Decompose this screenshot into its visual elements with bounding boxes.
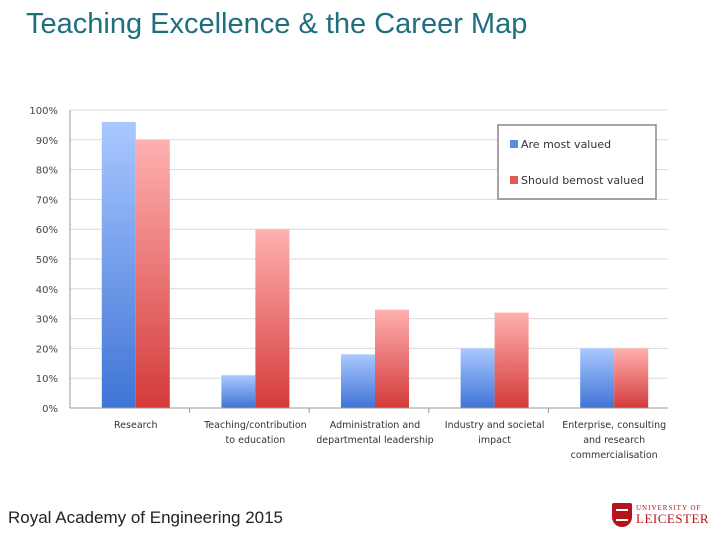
bar-should-be-most-valued bbox=[375, 309, 409, 408]
x-tick-label: to education bbox=[226, 435, 286, 446]
x-tick-label: Industry and societal bbox=[445, 420, 545, 431]
x-tick-label: departmental leadership bbox=[316, 435, 433, 446]
slide-title: Teaching Excellence & the Career Map bbox=[26, 8, 528, 40]
x-tick-label: Research bbox=[114, 420, 158, 431]
legend-swatch bbox=[510, 176, 518, 184]
x-tick-label: impact bbox=[478, 435, 511, 446]
y-tick-label: 80% bbox=[36, 166, 58, 177]
y-tick-label: 0% bbox=[42, 404, 58, 415]
bar-should-be-most-valued bbox=[255, 229, 290, 408]
y-tick-label: 20% bbox=[36, 344, 58, 355]
x-tick-label: and research bbox=[583, 435, 645, 446]
legend-label: Are most valued bbox=[521, 138, 611, 151]
bar-should-be-most-valued bbox=[135, 139, 170, 409]
x-tick-label: Administration and bbox=[330, 420, 420, 431]
x-tick-label: commercialisation bbox=[571, 450, 658, 461]
bar-should-be-most-valued bbox=[614, 348, 649, 408]
x-tick-label: Teaching/contribution bbox=[203, 420, 307, 431]
bar-most-valued bbox=[580, 348, 615, 408]
x-tick-label: Enterprise, consulting bbox=[562, 420, 666, 431]
bar-most-valued bbox=[101, 121, 136, 409]
footer-credit: Royal Academy of Engineering 2015 bbox=[8, 508, 284, 527]
bar-most-valued bbox=[460, 348, 495, 408]
y-tick-label: 50% bbox=[36, 255, 58, 266]
y-tick-label: 30% bbox=[36, 315, 58, 326]
y-tick-label: 70% bbox=[36, 195, 58, 206]
bar-should-be-most-valued bbox=[494, 312, 529, 408]
university-logo: UNIVERSITY OF LEICESTER bbox=[612, 500, 712, 530]
bar-most-valued bbox=[341, 354, 375, 408]
shield-icon bbox=[612, 503, 632, 527]
y-tick-label: 100% bbox=[29, 106, 58, 117]
bar-most-valued bbox=[221, 375, 256, 408]
y-tick-label: 40% bbox=[36, 285, 58, 296]
legend-label: Should bemost valued bbox=[521, 174, 644, 187]
y-tick-label: 90% bbox=[36, 136, 58, 147]
legend-box bbox=[497, 124, 657, 200]
logo-text-main: LEICESTER bbox=[636, 511, 710, 526]
y-tick-label: 60% bbox=[36, 225, 58, 236]
y-tick-label: 10% bbox=[36, 374, 58, 385]
logo-text-top: UNIVERSITY OF bbox=[636, 504, 702, 512]
legend-swatch bbox=[510, 140, 518, 148]
